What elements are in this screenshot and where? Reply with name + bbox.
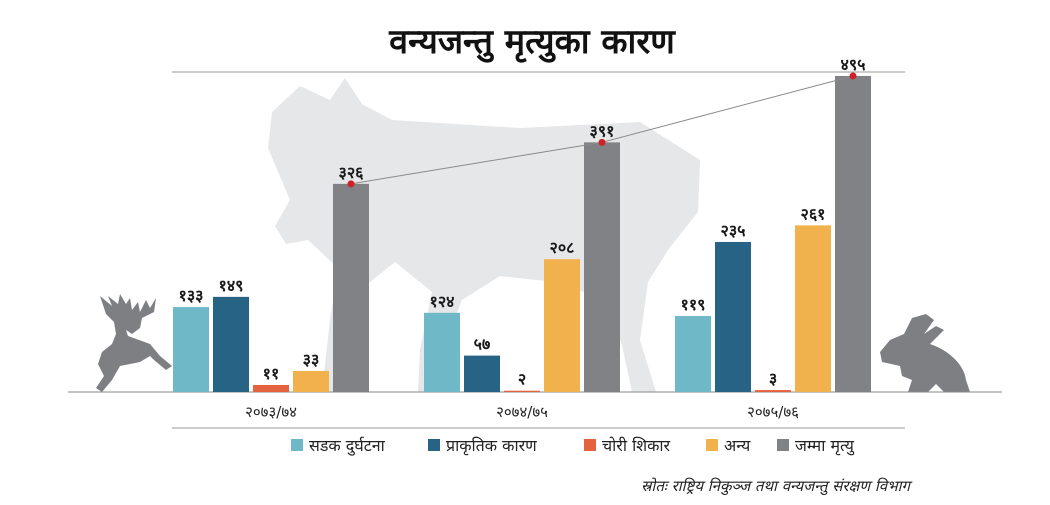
bar bbox=[333, 183, 369, 392]
data-label: ११९ bbox=[681, 295, 706, 314]
bar bbox=[715, 241, 751, 392]
legend-label: सडक दुर्घटना bbox=[309, 436, 386, 456]
trend-point bbox=[347, 180, 355, 188]
data-label: १२४ bbox=[430, 292, 455, 311]
bar bbox=[424, 312, 460, 392]
legend-swatch bbox=[584, 439, 596, 451]
legend-label: प्राकृतिक कारण bbox=[446, 436, 537, 456]
rabbit-silhouette-icon bbox=[880, 314, 970, 392]
bar bbox=[584, 142, 620, 392]
data-label: २३५ bbox=[721, 221, 746, 240]
bar bbox=[544, 259, 580, 392]
data-label: १३३ bbox=[179, 286, 204, 305]
bar bbox=[293, 370, 329, 392]
bar bbox=[835, 75, 871, 392]
data-label: २६१ bbox=[801, 204, 826, 223]
trend-layer bbox=[347, 72, 857, 188]
trend-point bbox=[598, 138, 606, 146]
data-label: ५७ bbox=[474, 335, 491, 354]
data-label: ३३ bbox=[303, 350, 320, 369]
bar bbox=[253, 384, 289, 392]
legend-swatch bbox=[291, 439, 303, 451]
data-label: ३२६ bbox=[339, 163, 365, 182]
legend-swatch bbox=[428, 439, 440, 451]
bar bbox=[675, 316, 711, 392]
category-labels: २०७३/७४ २०७४/७५ २०७५/७६ bbox=[245, 403, 799, 421]
data-label: २ bbox=[518, 370, 526, 389]
source-note: स्रोतः राष्ट्रिय निकुञ्ज तथा वन्यजन्तु स… bbox=[641, 477, 912, 496]
category-label: २०७५/७६ bbox=[747, 403, 799, 421]
data-label: ४९५ bbox=[841, 55, 866, 74]
bar bbox=[213, 296, 249, 392]
category-label: २०७३/७४ bbox=[245, 403, 297, 421]
chart-title: वन्यजन्तु मृत्युका कारण bbox=[388, 22, 676, 63]
bars-layer: १३३ १४९ ११ ३३ ३२६ १२४ ५७ २ २०८ ३९१ ११९ २३५ ३ २६१ ४९५ bbox=[173, 55, 871, 392]
bar bbox=[795, 225, 831, 392]
data-label: ३ bbox=[769, 369, 777, 388]
data-label: १४९ bbox=[219, 276, 244, 295]
data-label: २०८ bbox=[550, 238, 575, 257]
legend-label: अन्य bbox=[724, 436, 751, 455]
bar bbox=[173, 307, 209, 392]
legend-swatch bbox=[777, 439, 789, 451]
legend: सडक दुर्घटना प्राकृतिक कारण चोरी शिकार अन्य… bbox=[291, 436, 855, 456]
legend-label: चोरी शिकार bbox=[602, 436, 671, 455]
deer-silhouette-icon bbox=[96, 294, 172, 392]
trend-point bbox=[849, 72, 857, 80]
legend-swatch bbox=[706, 439, 718, 451]
category-label: २०७४/७५ bbox=[496, 403, 548, 421]
bar bbox=[464, 355, 500, 392]
bar bbox=[755, 390, 791, 392]
data-label: ११ bbox=[263, 364, 280, 383]
bar bbox=[504, 390, 540, 392]
data-label: ३९१ bbox=[590, 121, 615, 140]
legend-label: जम्मा मृत्यु bbox=[795, 436, 855, 456]
